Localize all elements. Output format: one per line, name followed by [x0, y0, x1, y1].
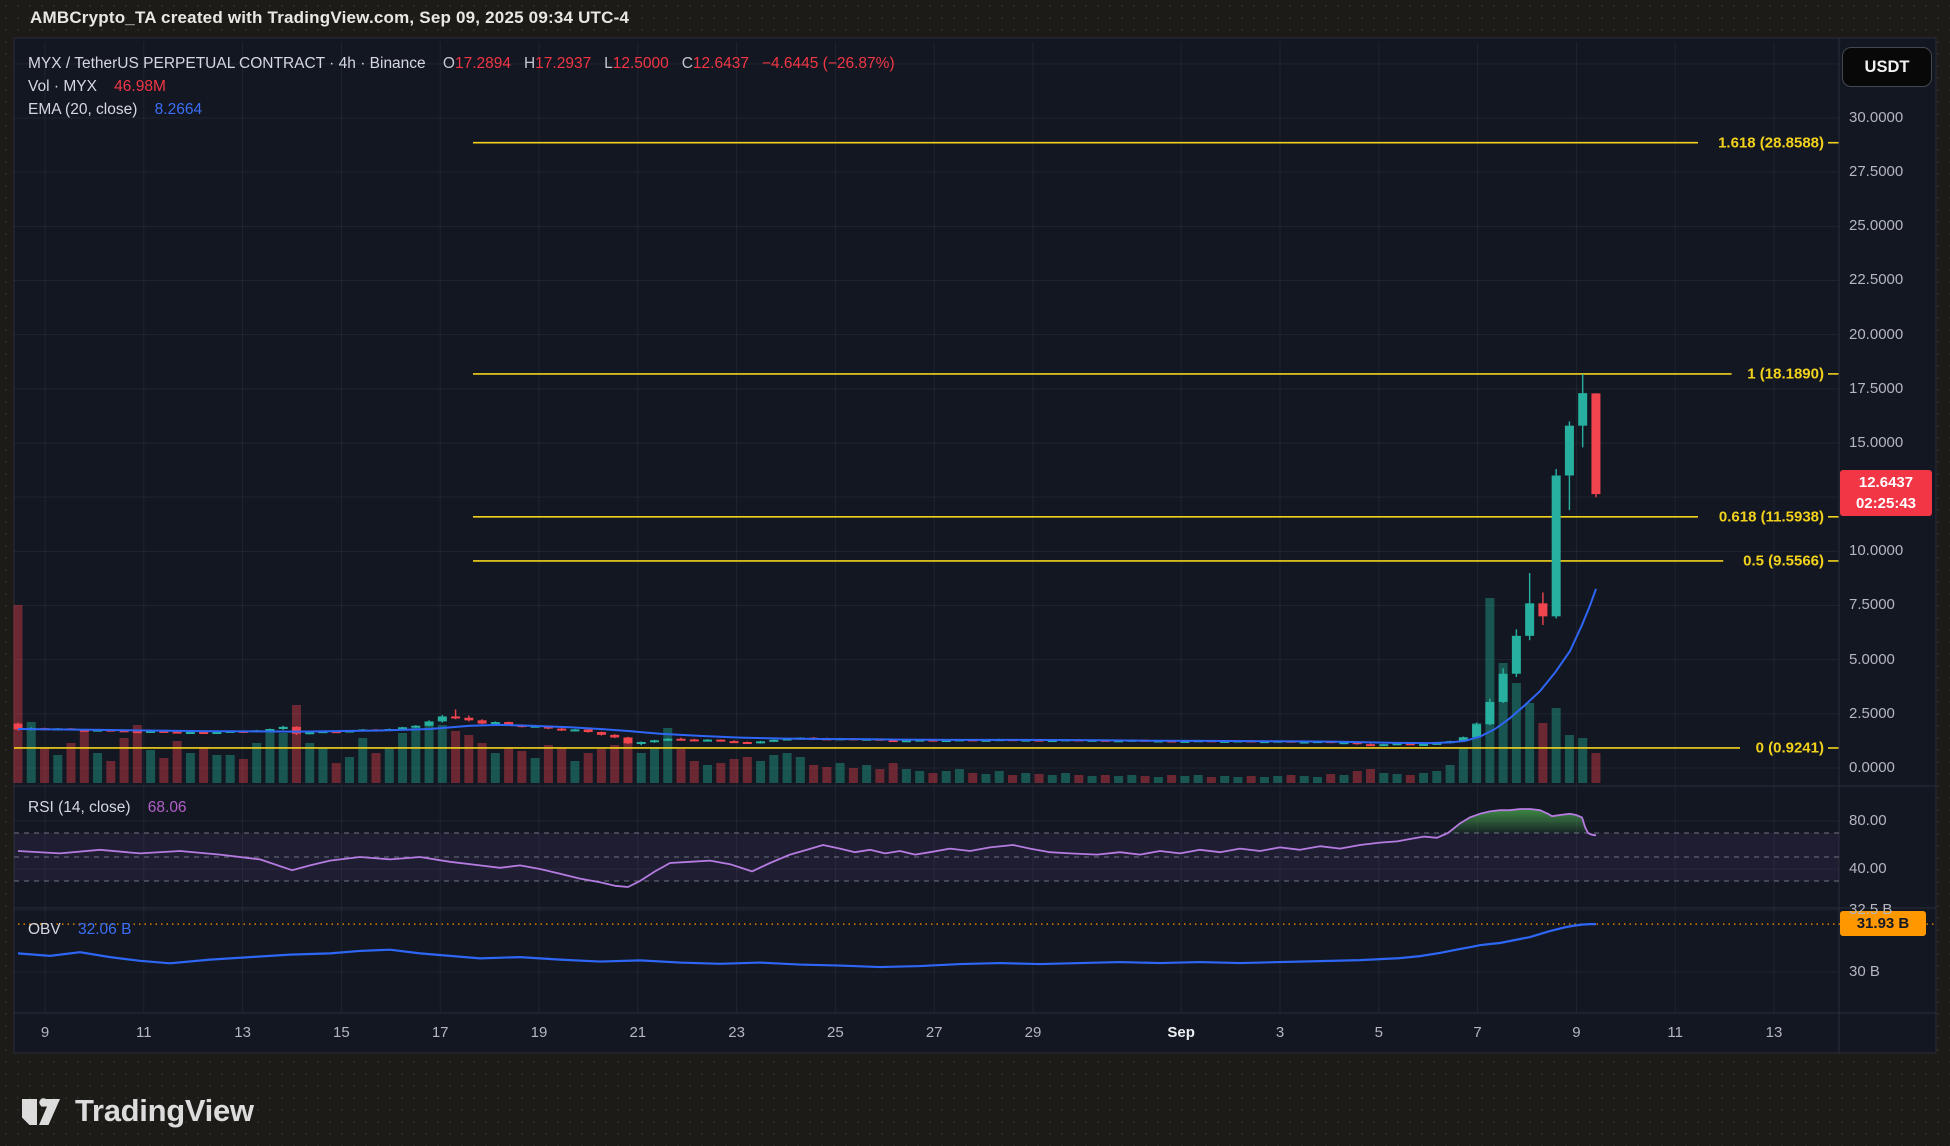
- price-axis-label: 27.5000: [1849, 163, 1904, 181]
- time-axis-label: 9: [1572, 1024, 1581, 1041]
- volume-label: Vol · MYX: [28, 78, 97, 95]
- volume-legend-row[interactable]: Vol · MYX 46.98M: [28, 78, 166, 96]
- time-axis-label: 15: [333, 1024, 350, 1041]
- rsi-value: 68.06: [147, 799, 187, 816]
- rsi-axis-label: 40.00: [1849, 860, 1887, 877]
- time-axis-label: 13: [1765, 1024, 1783, 1041]
- obv-value-badge: 31.93 B: [1840, 911, 1926, 937]
- fib-level-label: 0 (0.9241): [1755, 739, 1824, 757]
- price-axis-label: 7.5000: [1849, 596, 1895, 614]
- price-axis-label: 10.0000: [1849, 542, 1904, 560]
- ohlc-high-label: H: [523, 55, 536, 72]
- fib-level-label: 0.5 (9.5566): [1743, 552, 1824, 570]
- last-price-value: 12.6437: [1858, 474, 1914, 492]
- price-axis-label: 15.0000: [1849, 433, 1904, 451]
- ohlc-change: −4.6445 (−26.87%): [761, 55, 895, 72]
- time-axis-label: 21: [629, 1024, 647, 1041]
- fib-level-label: 1.618 (28.8588): [1718, 134, 1824, 152]
- attribution-banner: AMBCrypto_TA created with TradingView.co…: [30, 8, 630, 27]
- ema-legend-row[interactable]: EMA (20, close) 8.2664: [28, 101, 202, 119]
- time-axis-label: 27: [925, 1024, 943, 1041]
- ohlc-open-value: 17.2894: [454, 55, 512, 72]
- time-axis-label: 19: [530, 1024, 548, 1041]
- ohlc-open-label: O: [442, 55, 455, 72]
- time-axis-label: 11: [136, 1024, 152, 1041]
- price-axis-label: 30.0000: [1849, 108, 1904, 126]
- ohlc-high-value: 17.2937: [535, 55, 592, 72]
- symbol-legend-row[interactable]: MYX / TetherUS PERPETUAL CONTRACT · 4h ·…: [28, 55, 895, 73]
- ohlc-close-value: 12.6437: [692, 55, 749, 72]
- price-axis-label: 22.5000: [1849, 271, 1904, 289]
- rsi-label: RSI (14, close): [28, 799, 131, 816]
- time-axis-label: Sep: [1167, 1024, 1195, 1041]
- fib-level-label: 1 (18.1890): [1747, 365, 1824, 383]
- time-axis-label: 25: [827, 1024, 844, 1041]
- ohlc-close-label: C: [681, 55, 693, 72]
- ema-label: EMA (20, close): [28, 101, 138, 118]
- bar-countdown: 02:25:43: [1855, 495, 1917, 513]
- obv-axis-label: 32.5 B: [1849, 901, 1893, 918]
- tradingview-logo[interactable]: TradingView: [20, 1092, 254, 1130]
- time-axis-label: 29: [1024, 1024, 1042, 1041]
- currency-toggle-button[interactable]: USDT: [1842, 47, 1932, 87]
- time-axis-label: 9: [40, 1024, 50, 1041]
- volume-value: 46.98M: [114, 78, 166, 95]
- obv-value: 32.06 B: [77, 921, 132, 938]
- rsi-legend-row[interactable]: RSI (14, close) 68.06: [28, 799, 187, 817]
- price-axis-label: 0.0000: [1849, 759, 1895, 776]
- obv-axis-label: 30 B: [1849, 963, 1880, 980]
- price-axis-label: 20.0000: [1849, 325, 1904, 343]
- ohlc-low-label: L: [604, 55, 613, 72]
- price-axis-label: 25.0000: [1849, 217, 1904, 235]
- ohlc-low-value: 12.5000: [612, 55, 669, 72]
- rsi-axis-label: 80.00: [1849, 812, 1887, 829]
- price-axis-label: 5.0000: [1849, 650, 1895, 668]
- time-axis-label: 17: [431, 1024, 449, 1041]
- tradingview-logo-text: TradingView: [75, 1093, 254, 1128]
- obv-legend-row[interactable]: OBV 32.06 B: [28, 921, 131, 939]
- fib-level-label: 0.618 (11.5938): [1718, 508, 1824, 526]
- price-axis-label: 2.5000: [1849, 704, 1895, 722]
- last-price-badge: 12.6437 02:25:43: [1840, 470, 1932, 517]
- time-axis-label: 23: [728, 1024, 745, 1041]
- price-axis-label: 17.5000: [1849, 379, 1904, 397]
- tradingview-logo-icon: [22, 1098, 60, 1125]
- time-axis-label: 7: [1473, 1024, 1482, 1041]
- ema-value: 8.2664: [154, 101, 203, 118]
- time-axis-label: 3: [1275, 1024, 1285, 1041]
- time-axis-label: 11: [1667, 1024, 1683, 1041]
- obv-label: OBV: [28, 921, 61, 938]
- symbol-title[interactable]: MYX / TetherUS PERPETUAL CONTRACT · 4h ·…: [28, 55, 426, 72]
- time-axis-label: 5: [1374, 1024, 1383, 1041]
- time-axis-label: 13: [234, 1024, 251, 1041]
